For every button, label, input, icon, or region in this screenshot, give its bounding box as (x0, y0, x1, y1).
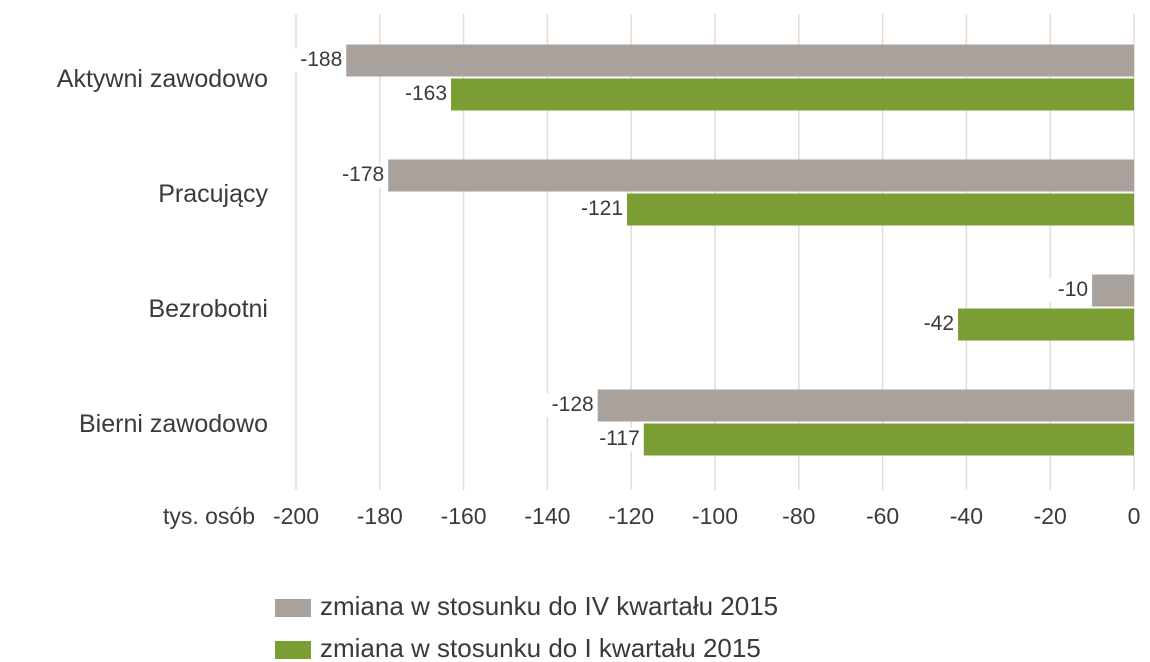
value-label-bg (902, 312, 955, 337)
x-tick-label: -80 (782, 503, 815, 529)
value-label: -42 (924, 312, 954, 335)
bar (597, 389, 1134, 422)
value-label-bg (290, 48, 343, 73)
value-label-bg (1036, 278, 1089, 303)
x-tick-label: 0 (1128, 503, 1141, 529)
value-label: -117 (599, 427, 639, 450)
value-label-bg (541, 393, 594, 418)
x-tick-label: -180 (357, 503, 403, 529)
bar (388, 159, 1134, 192)
value-label: -10 (1058, 278, 1088, 301)
value-label: -121 (581, 197, 623, 220)
bar (451, 78, 1134, 111)
value-label: -128 (552, 393, 594, 416)
legend-label: zmiana w stosunku do I kwartału 2015 (320, 633, 761, 662)
y-tick-label: Aktywni zawodowo (57, 65, 268, 93)
bar (1092, 274, 1134, 307)
y-tick-label: Bierni zawodowo (79, 410, 268, 438)
value-label-bg (587, 427, 640, 452)
value-label-bg (332, 163, 385, 188)
bar (643, 423, 1134, 456)
legend-swatch (275, 641, 311, 659)
legend-label: zmiana w stosunku do IV kwartału 2015 (320, 591, 778, 621)
x-tick-label: -60 (866, 503, 899, 529)
y-tick-label: Bezrobotni (148, 295, 268, 323)
x-axis-label: tys. osób (163, 503, 255, 529)
x-tick-label: -140 (524, 503, 570, 529)
value-label-bg (395, 82, 448, 107)
x-tick-label: -100 (692, 503, 738, 529)
x-tick-label: -20 (1034, 503, 1067, 529)
bar (346, 44, 1134, 77)
x-tick-label: -160 (441, 503, 487, 529)
x-tick-label: -200 (273, 503, 319, 529)
y-tick-label: Pracujący (158, 180, 268, 208)
x-tick-label: -120 (608, 503, 654, 529)
x-tick-label: -40 (950, 503, 983, 529)
bar (627, 193, 1134, 226)
legend-swatch (275, 599, 311, 617)
bar (958, 308, 1134, 341)
value-label: -178 (342, 163, 384, 186)
value-label-bg (571, 197, 624, 222)
value-label: -163 (405, 82, 447, 105)
value-label: -188 (300, 48, 342, 71)
